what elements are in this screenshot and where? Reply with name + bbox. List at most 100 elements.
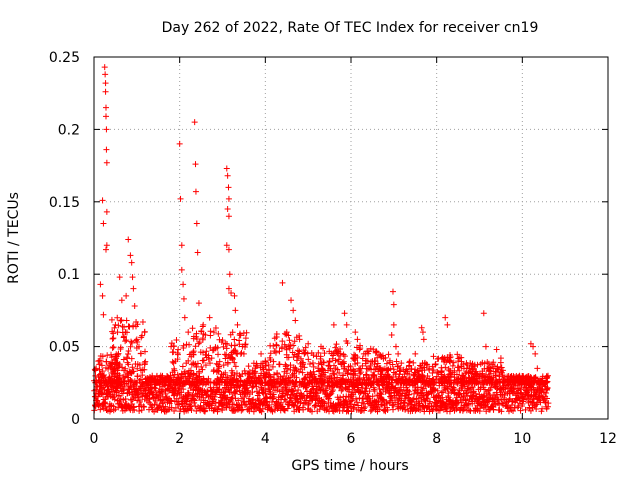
data-point	[477, 361, 484, 368]
data-point	[401, 399, 408, 406]
data-point	[99, 197, 106, 204]
data-point	[231, 376, 238, 383]
data-point	[102, 113, 109, 120]
data-point	[188, 406, 195, 413]
data-point	[394, 363, 401, 370]
data-point	[290, 387, 297, 394]
data-point	[288, 297, 295, 304]
x-tick-label: 0	[90, 431, 99, 447]
data-point	[251, 369, 258, 376]
data-point	[213, 360, 220, 367]
data-point	[222, 395, 229, 402]
data-point	[122, 396, 129, 403]
data-point	[267, 357, 274, 364]
data-point	[506, 390, 513, 397]
data-point	[106, 374, 113, 381]
data-point	[287, 362, 294, 369]
data-point	[472, 372, 479, 379]
data-point	[329, 388, 336, 395]
data-point	[222, 388, 229, 395]
data-point	[380, 366, 387, 373]
data-point	[370, 372, 377, 379]
data-point	[123, 354, 130, 361]
data-point	[279, 338, 286, 345]
data-point	[426, 398, 433, 405]
data-point	[312, 379, 319, 386]
data-point	[200, 321, 207, 328]
data-point	[125, 347, 132, 354]
data-point	[438, 371, 445, 378]
data-point	[489, 403, 496, 410]
data-point	[410, 395, 417, 402]
data-point	[120, 356, 127, 363]
data-point	[206, 314, 213, 321]
y-tick-label: 0.1	[58, 267, 80, 283]
data-point	[451, 379, 458, 386]
data-point	[142, 379, 149, 386]
data-point	[131, 378, 138, 385]
data-point	[114, 360, 121, 367]
data-point	[462, 370, 469, 377]
data-point	[409, 379, 416, 386]
data-point	[104, 352, 111, 359]
data-point	[543, 390, 550, 397]
data-point	[463, 389, 470, 396]
data-point	[192, 188, 199, 195]
data-point	[195, 300, 202, 307]
data-point	[102, 375, 109, 382]
data-point	[316, 368, 323, 375]
data-point	[271, 371, 278, 378]
data-point	[376, 406, 383, 413]
data-point	[490, 374, 497, 381]
data-point	[117, 317, 124, 324]
data-point	[315, 360, 322, 367]
data-point	[480, 393, 487, 400]
data-point	[446, 358, 453, 365]
data-point	[249, 373, 256, 380]
data-point	[424, 361, 431, 368]
data-point	[171, 343, 178, 350]
data-point	[223, 165, 230, 172]
data-point	[220, 362, 227, 369]
data-point	[231, 359, 238, 366]
data-point	[413, 375, 420, 382]
data-point	[455, 358, 462, 365]
data-point	[352, 395, 359, 402]
data-point	[210, 407, 217, 414]
data-point	[363, 365, 370, 372]
data-point	[210, 329, 217, 336]
data-point	[442, 314, 449, 321]
data-point	[229, 329, 236, 336]
data-point	[484, 379, 491, 386]
data-point	[273, 331, 280, 338]
data-point	[193, 407, 200, 414]
data-point	[112, 370, 119, 377]
data-point	[290, 364, 297, 371]
data-point	[148, 379, 155, 386]
data-point	[109, 366, 116, 373]
data-point	[438, 389, 445, 396]
data-point	[281, 341, 288, 348]
data-point	[276, 361, 283, 368]
data-point	[488, 395, 495, 402]
data-point	[132, 323, 139, 330]
data-point	[163, 407, 170, 414]
data-point	[203, 348, 210, 355]
data-point	[175, 401, 182, 408]
data-point	[409, 396, 416, 403]
data-point	[236, 332, 243, 339]
data-point	[193, 378, 200, 385]
data-point	[301, 364, 308, 371]
data-point	[291, 402, 298, 409]
data-point	[118, 297, 125, 304]
data-point	[246, 379, 253, 386]
data-point	[110, 335, 117, 342]
data-point	[180, 342, 187, 349]
data-point	[310, 368, 317, 375]
data-point	[459, 377, 466, 384]
data-point	[468, 377, 475, 383]
axis-ticks	[93, 56, 609, 420]
data-point	[308, 408, 315, 415]
data-point	[334, 350, 341, 357]
data-point	[134, 365, 141, 372]
